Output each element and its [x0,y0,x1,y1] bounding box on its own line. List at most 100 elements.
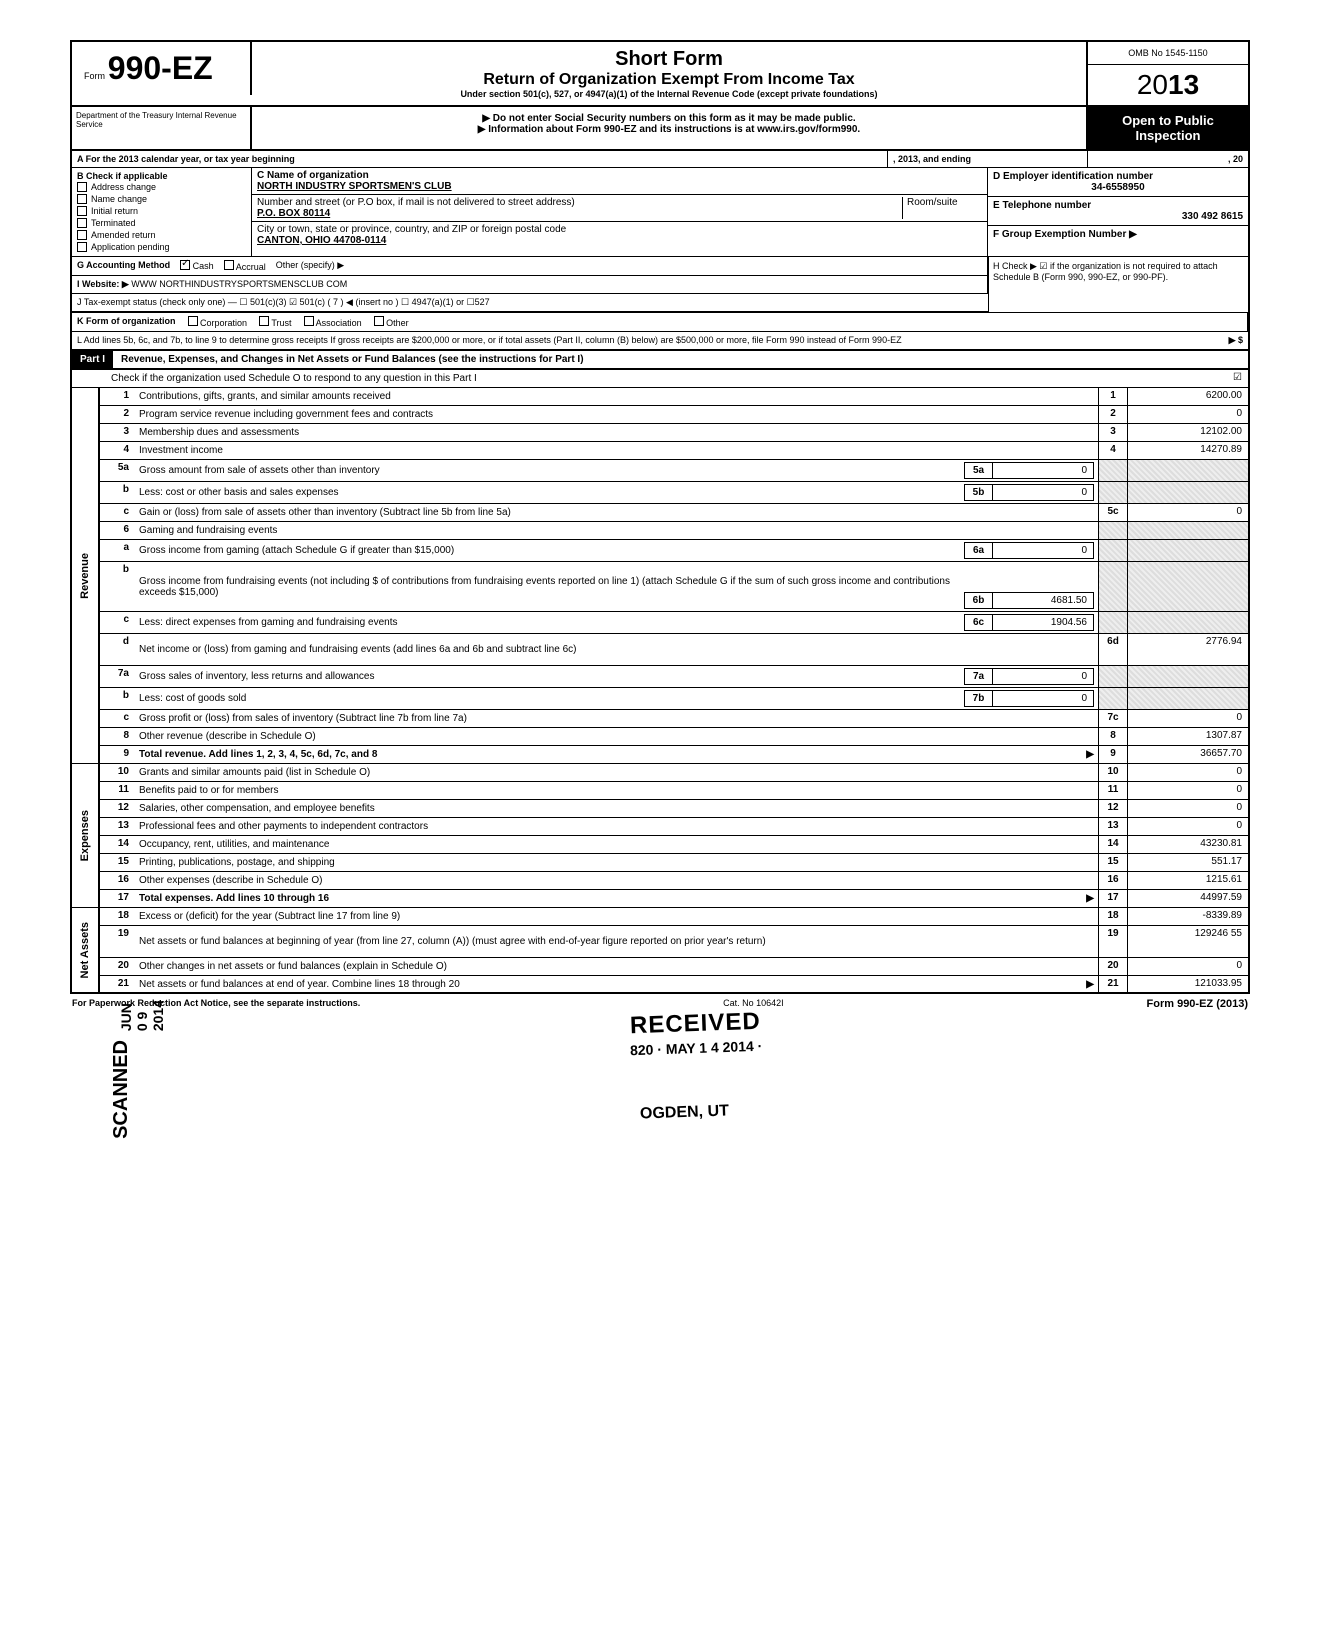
line-10: 10Grants and similar amounts paid (list … [98,764,1250,782]
line-3: 3Membership dues and assessments312102.0… [98,424,1250,442]
check-trust[interactable]: Trust [259,316,292,328]
dept-center: ▶ Do not enter Social Security numbers o… [252,107,1088,149]
website-value: WWW NORTHINDUSTRYSPORTSMENSCLUB COM [131,279,347,289]
part1-check-desc: Check if the organization used Schedule … [107,370,1128,387]
part1-header: Part I Revenue, Expenses, and Changes in… [70,351,1250,370]
line-2: 2Program service revenue including gover… [98,406,1250,424]
section-a-mid: , 2013, and ending [888,151,1088,167]
org-name: NORTH INDUSTRY SPORTSMEN'S CLUB [257,181,452,192]
part1-checked: ☑ [1128,370,1248,387]
row-a: A For the 2013 calendar year, or tax yea… [72,151,1248,168]
form-header: Form 990-EZ Short Form Return of Organiz… [70,40,1250,107]
line-14: 14Occupancy, rent, utilities, and mainte… [98,836,1250,854]
street-row: Number and street (or P.O box, if mail i… [252,195,987,222]
footer-right: Form 990-EZ (2013) [1147,998,1248,1010]
form-number-box: Form 990-EZ [72,42,252,95]
stamp-received: RECEIVED [630,1008,762,1041]
check-other[interactable]: Other [374,316,409,328]
entity-block: A For the 2013 calendar year, or tax yea… [70,151,1250,351]
under-section: Under section 501(c), 527, or 4947(a)(1)… [258,89,1080,99]
section-b-title: B Check if applicable [77,171,246,181]
expenses-side: Expenses [70,764,98,908]
ein-value: 34-6558950 [993,182,1243,193]
line-5c: cGain or (loss) from sale of assets othe… [98,504,1250,522]
check-assoc[interactable]: Association [304,316,362,328]
city-value: CANTON, OHIO 44708-0114 [257,235,386,246]
form-label: Form [84,71,105,81]
line-6c: cLess: direct expenses from gaming and f… [98,612,1250,634]
line-18: 18Excess or (deficit) for the year (Subt… [98,908,1250,926]
line-16: 16Other expenses (describe in Schedule O… [98,872,1250,890]
line-7b: bLess: cost of goods sold7b0 [98,688,1250,710]
warning-2: ▶ Information about Form 990-EZ and its … [258,124,1080,135]
street-label: Number and street (or P.O box, if mail i… [257,197,575,208]
footer-left: For Paperwork Reduction Act Notice, see … [72,998,360,1010]
right-col: D Employer identification number 34-6558… [988,168,1248,256]
line-5b: bLess: cost or other basis and sales exp… [98,482,1250,504]
line-1: 1Contributions, gifts, grants, and simil… [98,388,1250,406]
section-a-end: , 20 [1088,151,1248,167]
line-13: 13Professional fees and other payments t… [98,818,1250,836]
line-5a: 5aGross amount from sale of assets other… [98,460,1250,482]
stamp-date: 820 · MAY 1 4 2014 · [630,1038,763,1059]
revenue-section: Revenue 1Contributions, gifts, grants, a… [70,388,1250,764]
street-value: P.O. BOX 80114 [257,208,330,219]
check-cash[interactable]: Cash [180,260,214,272]
line-6a: aGross income from gaming (attach Schedu… [98,540,1250,562]
dept-label: Department of the Treasury Internal Reve… [72,107,252,149]
warning-1: ▶ Do not enter Social Security numbers o… [258,113,1080,124]
check-pending[interactable]: Application pending [77,241,246,253]
part1-label: Part I [72,351,113,368]
section-i: I Website: ▶ WWW NORTHINDUSTRYSPORTSMENS… [72,276,988,294]
city-row: City or town, state or province, country… [252,222,987,248]
section-c: C Name of organization NORTH INDUSTRY SP… [252,168,988,256]
sub-title: Return of Organization Exempt From Incom… [258,71,1080,89]
stamp-scanned: SCANNED [110,1040,133,1139]
line-15: 15Printing, publications, postage, and s… [98,854,1250,872]
section-h: H Check ▶ ☑ if the organization is not r… [988,257,1248,312]
netassets-side: Net Assets [70,908,98,994]
form-number: 990-EZ [108,50,213,86]
line-4: 4Investment income414270.89 [98,442,1250,460]
line-8: 8Other revenue (describe in Schedule O)8… [98,728,1250,746]
year-suffix: 13 [1168,69,1199,100]
revenue-label: Revenue [75,549,95,603]
phone-value: 330 492 8615 [993,211,1243,222]
line-6b: bGross income from fundraising events (n… [98,562,1250,612]
line-7a: 7aGross sales of inventory, less returns… [98,666,1250,688]
section-d: D Employer identification number 34-6558… [988,168,1248,197]
title-box: Short Form Return of Organization Exempt… [252,42,1088,105]
line-6d: dNet income or (loss) from gaming and fu… [98,634,1250,666]
main-title: Short Form [258,48,1080,71]
check-terminated[interactable]: Terminated [77,217,246,229]
section-j: J Tax-exempt status (check only one) — ☐… [72,294,988,312]
line-20: 20Other changes in net assets or fund ba… [98,958,1250,976]
check-amended[interactable]: Amended return [77,229,246,241]
omb-box: OMB No 1545-1150 2013 [1088,42,1248,105]
check-accrual[interactable]: Accrual [224,260,266,272]
section-f: F Group Exemption Number ▶ [988,226,1248,243]
line-6: 6Gaming and fundraising events [98,522,1250,540]
city-label: City or town, state or province, country… [257,224,566,235]
check-name[interactable]: Name change [77,193,246,205]
netassets-section: Net Assets 18Excess or (deficit) for the… [70,908,1250,994]
line-11: 11Benefits paid to or for members110 [98,782,1250,800]
line-21: 21Net assets or fund balances at end of … [98,976,1250,994]
room-label: Room/suite [902,197,982,219]
line-7c: cGross profit or (loss) from sales of in… [98,710,1250,728]
check-address[interactable]: Address change [77,181,246,193]
section-l: L Add lines 5b, 6c, and 7b, to line 9 to… [72,331,1248,349]
line-12: 12Salaries, other compensation, and empl… [98,800,1250,818]
line-17: 17Total expenses. Add lines 10 through 1… [98,890,1250,908]
c-label: C Name of organization NORTH INDUSTRY SP… [252,168,987,195]
check-initial[interactable]: Initial return [77,205,246,217]
expenses-label: Expenses [75,806,95,865]
dept-row: Department of the Treasury Internal Reve… [70,107,1250,151]
check-corp[interactable]: Corporation [188,316,248,328]
line-19: 19Net assets or fund balances at beginni… [98,926,1250,958]
year-box: 2013 [1088,65,1248,105]
section-a-label: A For the 2013 calendar year, or tax yea… [72,151,888,167]
open-public: Open to Public Inspection [1088,107,1248,149]
year-prefix: 20 [1137,69,1168,100]
expenses-section: Expenses 10Grants and similar amounts pa… [70,764,1250,908]
